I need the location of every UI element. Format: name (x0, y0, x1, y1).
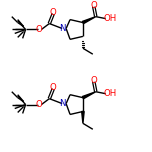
Text: O: O (35, 25, 42, 34)
Text: OH: OH (104, 89, 117, 98)
Text: O: O (50, 8, 57, 17)
Text: N: N (59, 99, 65, 108)
Text: O: O (90, 1, 97, 10)
Polygon shape (82, 111, 84, 123)
Text: OH: OH (104, 14, 117, 23)
Text: O: O (35, 100, 42, 109)
Text: O: O (50, 83, 57, 92)
Polygon shape (82, 92, 96, 99)
Text: O: O (90, 76, 97, 85)
Text: N: N (59, 24, 65, 33)
Polygon shape (82, 17, 96, 24)
